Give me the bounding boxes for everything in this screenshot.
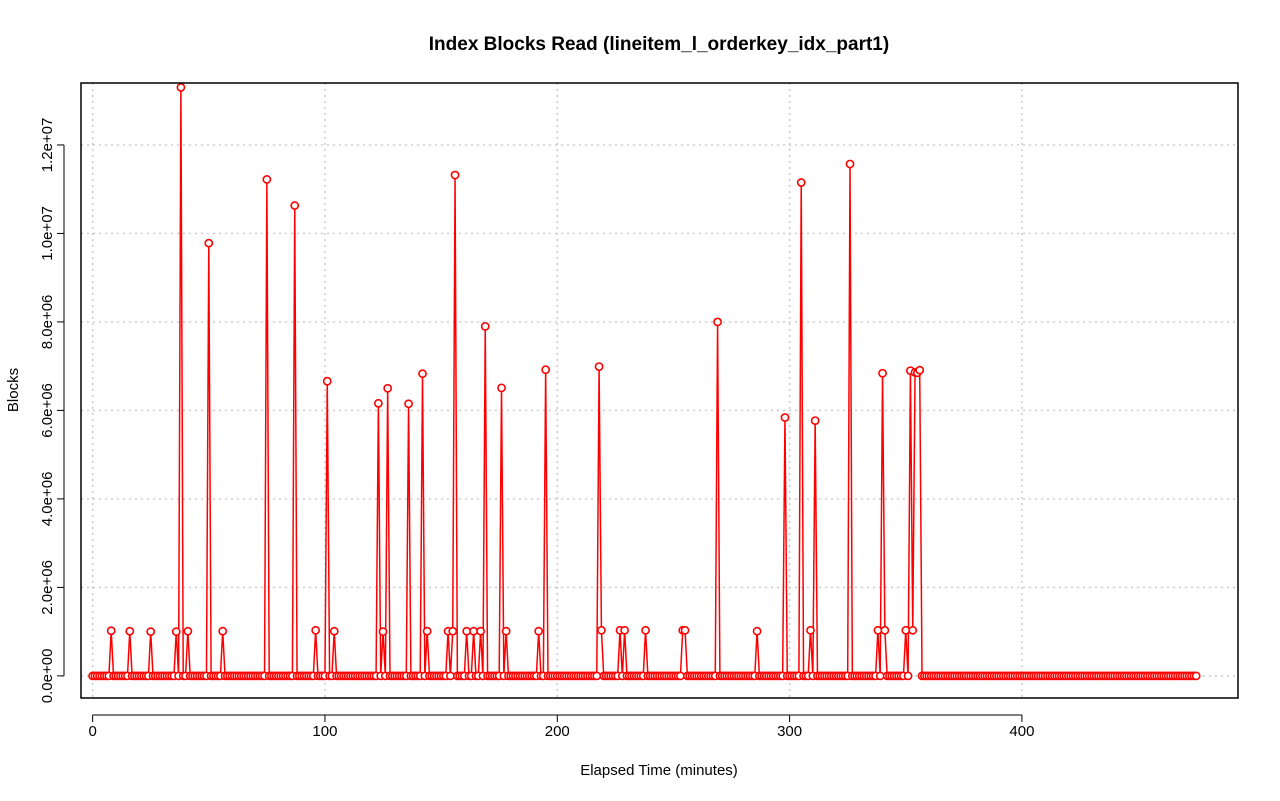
data-point (680, 625, 690, 635)
data-point (378, 627, 388, 637)
grid (81, 83, 1238, 698)
data-point (146, 627, 156, 637)
data-point (915, 365, 925, 375)
data-point (204, 238, 214, 248)
x-tick-label: 400 (1009, 723, 1034, 740)
data-point (752, 626, 762, 636)
data-point (713, 317, 722, 327)
data-point (541, 365, 551, 375)
data-point (1191, 671, 1201, 681)
data-point (880, 625, 890, 635)
data-point (450, 170, 460, 180)
y-axis-label: Blocks (5, 368, 22, 412)
data-point (796, 178, 806, 187)
data-point (878, 368, 887, 378)
data-point (476, 626, 486, 636)
data-point (620, 625, 630, 635)
y-tick-label: 4.0e+06 (39, 472, 56, 527)
data-point (780, 413, 790, 422)
data-point (469, 626, 479, 636)
data-point (218, 626, 228, 636)
x-tick-label: 100 (312, 723, 337, 740)
data-point (534, 626, 544, 636)
data-point (290, 201, 300, 210)
data-point (383, 383, 393, 393)
data-point (501, 626, 511, 636)
data-point (810, 416, 820, 425)
data-point (597, 625, 606, 635)
data-point (845, 159, 855, 169)
data-point (676, 671, 685, 681)
chart-title: Index Blocks Read (lineitem_l_orderkey_i… (429, 34, 889, 55)
y-tick-label: 2.0e+06 (39, 560, 56, 615)
data-point (183, 626, 193, 636)
data-point (404, 399, 413, 409)
data-point (262, 175, 272, 184)
data-point (462, 626, 472, 636)
data-point (448, 626, 458, 636)
data-point (480, 321, 490, 331)
data-point (806, 625, 815, 635)
data-point (171, 627, 181, 637)
y-tick-label: 1.2e+07 (39, 118, 56, 173)
data-point (422, 626, 432, 636)
y-axis: 0.0e+00 2.0e+06 4.0e+06 6.0e+06 8.0e+06 1.0e+… (39, 118, 65, 704)
data-point (311, 625, 321, 635)
plot-frame (80, 82, 1239, 699)
data-point (875, 671, 885, 681)
data-point (329, 626, 339, 636)
x-tick-label: 200 (545, 723, 570, 740)
data-point (641, 625, 650, 635)
data-point (445, 671, 455, 681)
data-point (903, 671, 913, 681)
data-point (497, 383, 506, 393)
y-tick-label: 8.0e+06 (39, 295, 56, 350)
data-point (908, 625, 918, 635)
data-point (106, 626, 116, 636)
y-tick-label: 0.0e+00 (39, 649, 56, 704)
data-point (125, 626, 135, 636)
y-tick-label: 6.0e+06 (39, 383, 56, 438)
data-point (873, 625, 883, 635)
series-red (88, 83, 1201, 681)
x-axis: 0 100 200 300 400 (88, 714, 1034, 740)
data-point (322, 376, 332, 386)
x-tick-label: 300 (777, 723, 802, 740)
data-point (373, 398, 383, 408)
y-tick-label: 1.0e+07 (39, 206, 56, 261)
x-axis-label: Elapsed Time (minutes) (580, 762, 738, 779)
data-point (594, 362, 604, 372)
x-tick-label: 0 (88, 723, 96, 740)
data-point (418, 369, 427, 379)
data-point (176, 83, 186, 92)
data-point (901, 625, 911, 635)
data-point (592, 671, 602, 681)
